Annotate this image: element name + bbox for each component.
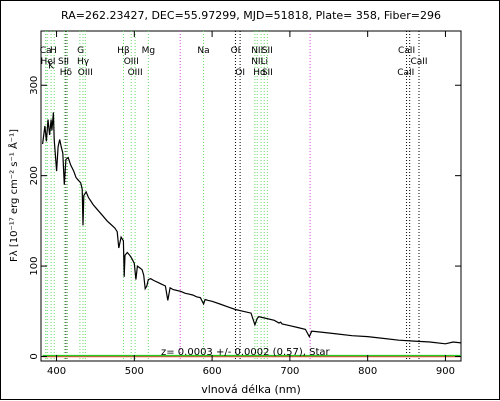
line-label-18: NII	[251, 57, 263, 67]
y-tick-label-100: 100	[29, 257, 40, 276]
line-label-7: Hγ	[77, 57, 90, 67]
y-tick-label-300: 300	[29, 76, 40, 95]
line-label-8: OIII	[78, 68, 93, 78]
y-tick-label-200: 200	[29, 166, 40, 185]
line-label-1: H	[50, 46, 57, 56]
line-label-20: Hα	[253, 68, 266, 78]
line-label-3: HeI	[41, 57, 56, 67]
line-label-24: CaII	[397, 68, 414, 78]
line-label-16: NII	[251, 46, 263, 56]
line-label-6: G	[77, 46, 84, 56]
y-tick-label-0: 0	[29, 353, 40, 359]
line-label-15: OI	[235, 68, 245, 78]
line-label-5: Hδ	[60, 68, 73, 78]
line-label-14: OI	[231, 46, 241, 56]
y-axis-label: Fλ [10⁻¹⁷ erg cm⁻² s⁻¹ Å⁻¹]	[8, 129, 20, 262]
line-label-21: SII	[262, 68, 273, 78]
x-tick-label-400: 400	[47, 366, 66, 377]
x-axis-label: vlnová délka (nm)	[201, 383, 301, 396]
line-label-13: Na	[197, 46, 209, 56]
chart-title: RA=262.23427, DEC=55.97299, MJD=51818, P…	[61, 9, 441, 22]
x-tick-label-900: 900	[436, 366, 455, 377]
line-label-23: CaII	[410, 57, 427, 67]
plot-frame	[40, 30, 462, 362]
line-label-22: CaII	[398, 46, 415, 56]
x-tick-label-500: 500	[125, 366, 144, 377]
line-label-10: OIII	[124, 57, 139, 67]
line-label-11: OIII	[128, 68, 143, 78]
line-label-4: SII	[58, 57, 69, 67]
series-0	[42, 112, 462, 345]
redshift-annotation: z= 0.0003 +/- 0.0002 (0.57), Star	[161, 347, 330, 358]
line-label-9: Hβ	[117, 46, 130, 56]
x-tick-label-700: 700	[280, 366, 299, 377]
line-label-19: Li	[260, 57, 268, 67]
x-tick-label-800: 800	[358, 366, 377, 377]
line-label-0: Ca	[40, 46, 52, 56]
line-label-12: Mg	[142, 46, 155, 56]
line-label-17: SII	[262, 46, 273, 56]
x-tick-label-600: 600	[203, 366, 222, 377]
line-label-2: K	[48, 61, 55, 71]
